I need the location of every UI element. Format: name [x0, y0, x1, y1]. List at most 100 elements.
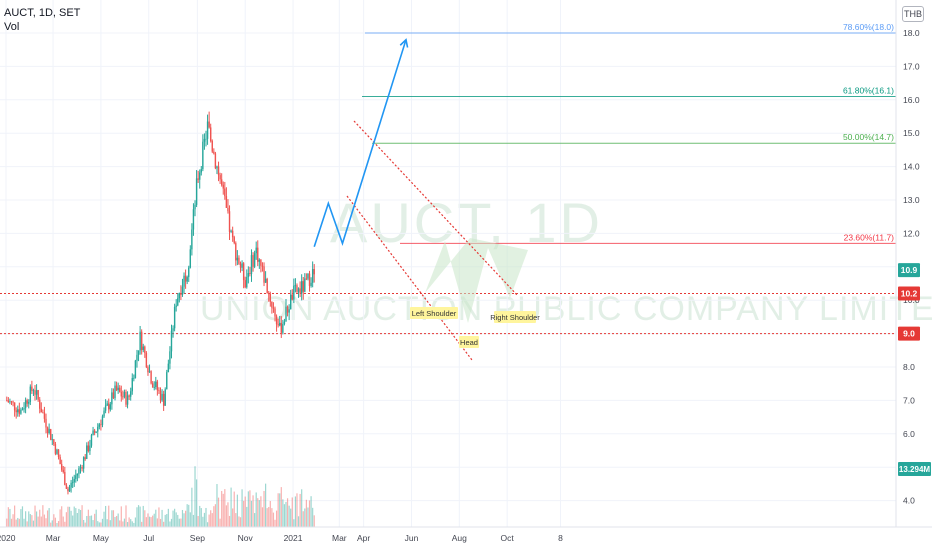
candle-body — [203, 138, 206, 142]
candle-body — [104, 405, 107, 411]
price-label-box — [898, 326, 920, 341]
price-tick-label: 15.0 — [903, 128, 920, 138]
candle-body — [119, 387, 121, 392]
candle-body — [252, 255, 254, 267]
candle-body — [50, 429, 52, 440]
volume-bar — [252, 495, 254, 527]
volume-bar — [211, 513, 213, 527]
candle-body — [283, 321, 286, 324]
fib-level-label: 23.60%(11.7) — [844, 232, 895, 242]
price-tick-label: 8.0 — [903, 362, 915, 372]
annotation-box — [459, 336, 479, 348]
volume-bar — [106, 519, 108, 527]
volume-bar — [260, 496, 262, 527]
volume-bar — [285, 501, 287, 527]
candle-body — [100, 424, 102, 426]
candle-body — [279, 322, 281, 326]
symbol-title[interactable]: AUCT, 1D, SET — [4, 7, 81, 19]
candle-body — [294, 285, 297, 287]
candle-body — [205, 138, 207, 140]
candle-body — [90, 434, 93, 446]
candle-body — [296, 285, 298, 292]
volume-bar — [83, 519, 85, 527]
candle-body — [26, 400, 28, 404]
volume-bar — [263, 490, 265, 527]
volume-bar — [200, 508, 202, 527]
annotation-label: Left Shoulder — [412, 309, 457, 318]
annotation-label: Head — [460, 338, 478, 347]
candle-body — [89, 445, 91, 452]
volume-bar — [170, 518, 173, 527]
volume-bar — [268, 506, 270, 527]
candle-body — [272, 307, 275, 309]
candle-body — [231, 230, 234, 238]
volume-bar — [312, 507, 314, 527]
price-label-box — [898, 263, 920, 278]
candle-body — [20, 409, 22, 414]
volume-bar — [39, 509, 41, 527]
candle-body — [15, 410, 17, 413]
candle-body — [255, 247, 257, 254]
volume-bar — [297, 516, 300, 527]
candle-body — [59, 456, 61, 465]
candle-body — [202, 141, 204, 170]
candle-body — [79, 467, 82, 469]
candle-body — [12, 401, 14, 403]
volume-bar — [227, 502, 229, 527]
volume-bar — [172, 510, 174, 527]
volume-bar — [87, 509, 89, 527]
candle-body — [158, 390, 160, 391]
candle-body — [95, 431, 97, 433]
volume-bar — [203, 512, 206, 527]
time-tick-label: May — [93, 533, 110, 543]
candle-body — [247, 273, 250, 278]
candle-body — [120, 391, 122, 397]
candle-body — [42, 412, 44, 414]
volume-bar — [78, 508, 80, 527]
candle-body — [167, 363, 170, 373]
volume-bar — [32, 520, 35, 527]
candle-body — [219, 175, 221, 180]
volume-indicator-label[interactable]: Vol — [4, 21, 20, 33]
volume-bar — [294, 496, 297, 527]
volume-bar — [130, 519, 132, 527]
volume-bar — [224, 489, 226, 527]
price-label-text: 10.2 — [901, 289, 918, 299]
volume-bar — [255, 492, 257, 527]
volume-bar — [214, 504, 217, 527]
candle-body — [151, 383, 154, 388]
candle-body — [13, 402, 16, 411]
volume-bar — [57, 521, 60, 527]
volume-bar — [233, 491, 235, 527]
volume-bar — [6, 518, 8, 527]
candle-body — [304, 278, 306, 292]
time-tick-label: Aug — [452, 533, 467, 543]
volume-bar — [112, 510, 115, 527]
fib-level-label: 61.80%(16.1) — [843, 85, 894, 95]
candle-body — [54, 444, 57, 454]
candle-body — [78, 468, 80, 474]
candle-body — [285, 306, 287, 322]
volume-bar — [43, 514, 46, 527]
candle-body — [84, 457, 86, 459]
volume-bar — [241, 489, 243, 527]
volume-bar — [167, 508, 169, 527]
candle-body — [173, 306, 176, 329]
candle-body — [64, 471, 66, 485]
candle-body — [139, 331, 141, 351]
time-tick-label: Nov — [238, 533, 254, 543]
volume-bar — [17, 517, 19, 527]
candle-body — [299, 288, 301, 294]
candle-body — [288, 309, 290, 313]
time-tick-label: 8 — [558, 533, 563, 543]
time-tick-label: Mar — [332, 533, 347, 543]
volume-bar — [147, 513, 149, 527]
volume-bar — [254, 513, 256, 527]
candle-body — [297, 288, 300, 292]
volume-bar — [305, 499, 307, 527]
candle-body — [222, 184, 224, 189]
volume-bar — [249, 490, 251, 527]
currency-button[interactable]: THB — [902, 6, 924, 22]
